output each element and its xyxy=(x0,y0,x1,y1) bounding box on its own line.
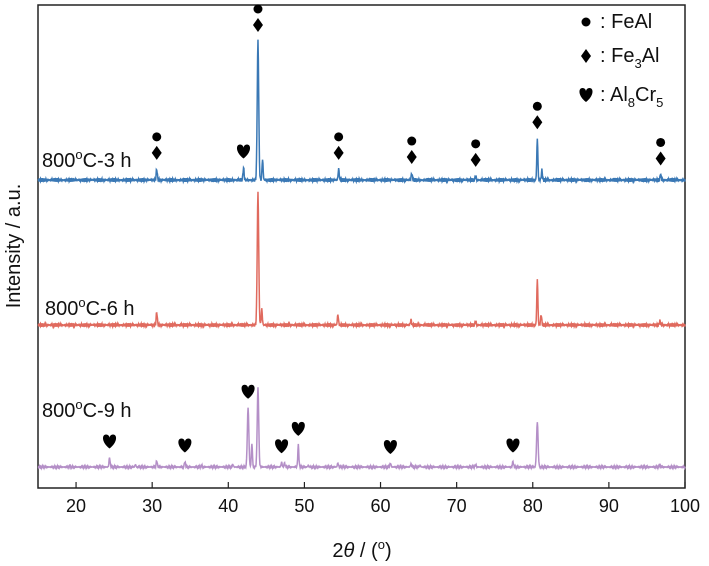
series-layer xyxy=(37,39,686,471)
circle-marker xyxy=(532,101,542,111)
legend: : FeAl : Fe3Al : Al8Cr5 xyxy=(579,11,663,110)
x-tick-label: 20 xyxy=(66,496,86,516)
circle-marker xyxy=(656,137,666,147)
diamond-marker xyxy=(655,151,666,166)
diamond-marker xyxy=(151,145,162,160)
legend-label-3: : Al8Cr5 xyxy=(600,84,663,110)
heart-marker xyxy=(178,438,192,453)
x-tick-label: 50 xyxy=(294,496,314,516)
series-line-1 xyxy=(37,39,686,185)
legend-label-1: : FeAl xyxy=(600,11,652,33)
heart-marker xyxy=(241,384,255,399)
x-tick-label: 30 xyxy=(142,496,162,516)
circle-marker xyxy=(253,4,263,14)
heart-marker xyxy=(383,440,397,455)
diamond-marker xyxy=(252,18,263,32)
circle-marker xyxy=(334,132,344,142)
x-tick-label: 90 xyxy=(599,496,619,516)
diamond-marker xyxy=(532,115,543,130)
heart-marker xyxy=(291,421,305,436)
circle-marker xyxy=(471,139,481,149)
heart-marker xyxy=(236,144,251,159)
diamond-marker xyxy=(406,150,417,165)
diamond-marker xyxy=(470,152,481,167)
series-label-1: 800oC-3 h xyxy=(42,147,132,172)
y-axis-title: Intensity / a.u. xyxy=(3,184,25,309)
diamond-marker xyxy=(581,49,591,63)
series-line-3 xyxy=(37,387,686,471)
heart-marker xyxy=(579,88,593,102)
circle-marker xyxy=(152,132,162,142)
heart-marker xyxy=(506,438,520,453)
x-tick-label: 80 xyxy=(523,496,543,516)
x-axis-title: 2θ / (o) xyxy=(332,537,391,562)
circle-marker xyxy=(407,136,417,146)
x-tick-label: 40 xyxy=(218,496,238,516)
x-tick-label: 100 xyxy=(670,496,700,516)
x-tick-label: 60 xyxy=(371,496,391,516)
series-label-3: 800oC-9 h xyxy=(42,397,132,422)
series-label-2: 800oC-6 h xyxy=(45,295,135,320)
x-axis: 20 30 40 50 60 70 80 90 100 xyxy=(66,482,700,516)
plot-frame xyxy=(37,4,686,489)
circle-marker xyxy=(581,17,591,27)
phase-marker-layer xyxy=(103,4,666,455)
series-line-2 xyxy=(37,191,686,330)
x-tick-label: 70 xyxy=(447,496,467,516)
heart-marker xyxy=(275,439,289,454)
diamond-marker xyxy=(333,145,344,160)
series-labels: 800oC-3 h 800oC-6 h 800oC-9 h xyxy=(42,147,135,422)
heart-marker xyxy=(103,434,117,449)
legend-label-2: : Fe3Al xyxy=(600,45,659,71)
